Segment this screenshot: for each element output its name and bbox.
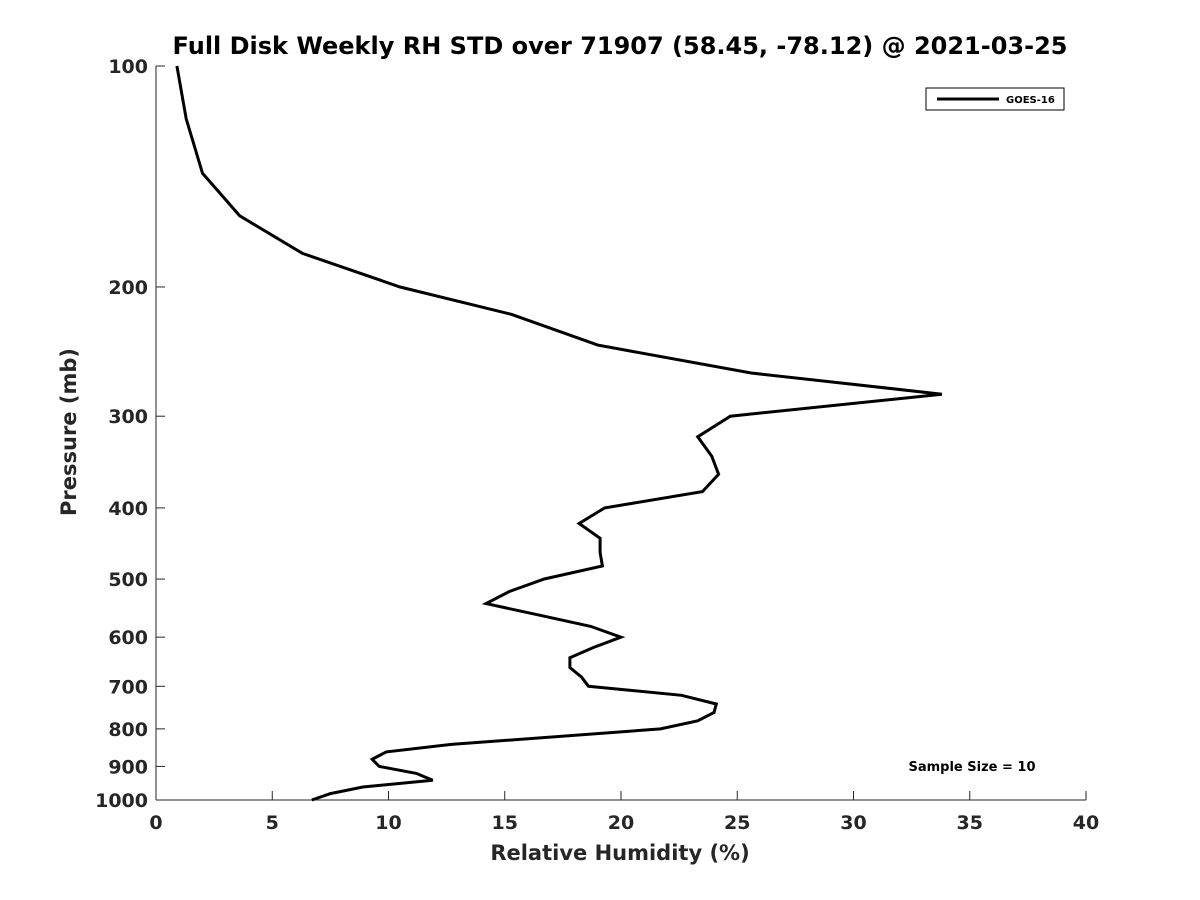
y-tick-label: 700 xyxy=(108,676,148,698)
x-tick-label: 0 xyxy=(149,812,162,834)
sample-size-annotation: Sample Size = 10 xyxy=(908,760,1035,775)
series-line-goes-16 xyxy=(175,65,943,802)
y-tick-label: 100 xyxy=(108,56,148,78)
y-tick-label: 600 xyxy=(108,627,148,649)
y-axis-label: Pressure (mb) xyxy=(57,348,81,516)
legend-entry-label: GOES-16 xyxy=(1006,95,1055,106)
x-tick-label: 35 xyxy=(957,812,983,834)
x-tick-label: 40 xyxy=(1073,812,1099,834)
series-layer xyxy=(175,65,943,802)
x-tick-label: 25 xyxy=(724,812,750,834)
legend: GOES-16 xyxy=(925,87,1065,111)
x-tick-label: 15 xyxy=(492,812,518,834)
x-tick-label: 20 xyxy=(608,812,634,834)
y-tick-label: 1000 xyxy=(95,790,148,812)
y-tick-label: 500 xyxy=(108,569,148,591)
x-tick-label: 10 xyxy=(375,812,401,834)
x-axis-ticks: 0 5 10 15 20 25 30 35 40 xyxy=(149,791,1099,834)
chart-title: Full Disk Weekly RH STD over 71907 (58.4… xyxy=(173,32,1068,60)
y-tick-label: 800 xyxy=(108,719,148,741)
y-tick-label: 900 xyxy=(108,756,148,778)
y-axis-ticks: 100 200 300 400 500 600 700 800 900 1000 xyxy=(95,56,165,812)
y-tick-label: 200 xyxy=(108,277,148,299)
y-tick-label: 300 xyxy=(108,406,148,428)
x-tick-label: 30 xyxy=(840,812,866,834)
x-axis-label: Relative Humidity (%) xyxy=(490,841,749,865)
y-tick-label: 400 xyxy=(108,498,148,520)
x-tick-label: 5 xyxy=(266,812,279,834)
